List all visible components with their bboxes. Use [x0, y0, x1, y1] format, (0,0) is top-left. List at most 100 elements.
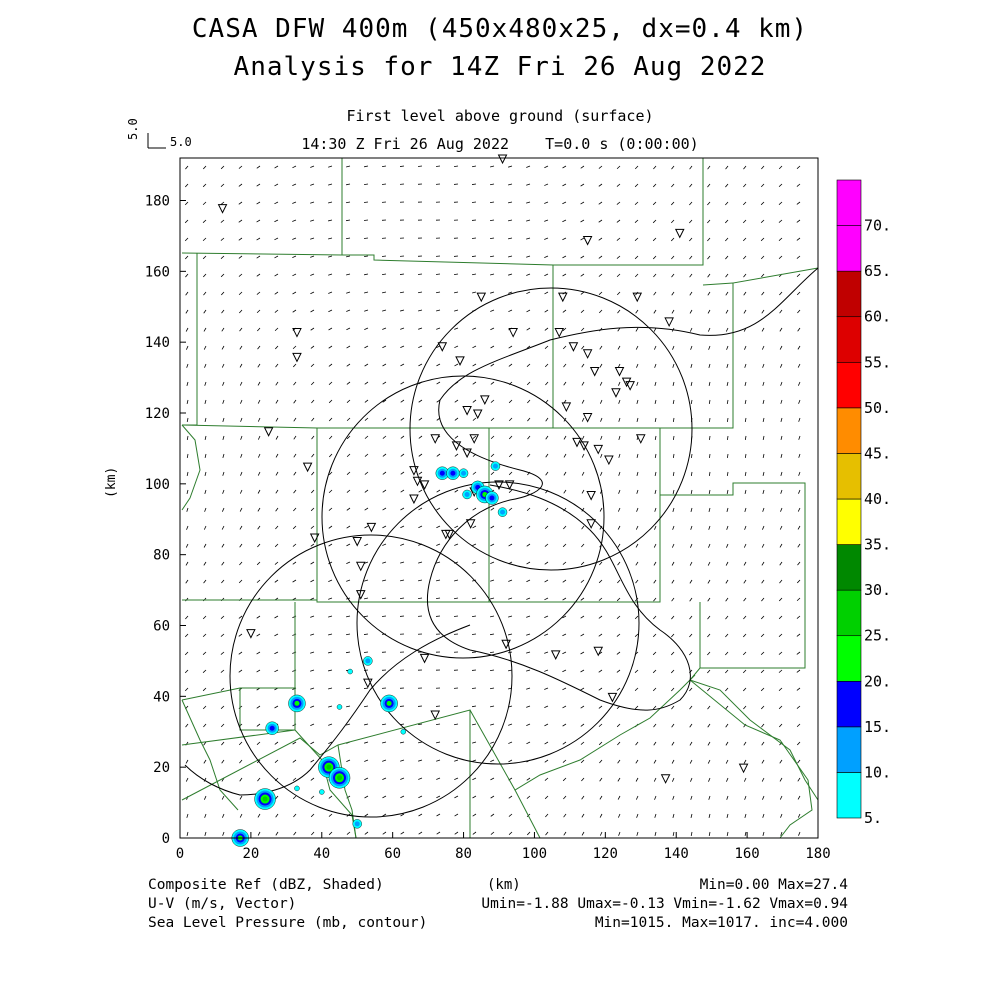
wind-vector: [545, 471, 549, 476]
wind-vector: [798, 435, 801, 440]
wind-vector: [203, 345, 207, 350]
wind-vector: [382, 399, 387, 403]
wind-vector: [239, 759, 243, 764]
wind-vector: [544, 201, 549, 204]
wind-vector: [364, 597, 369, 600]
y-tick-label: 100: [145, 477, 170, 493]
time-subtitle: 14:30 Z Fri 26 Aug 2022 T=0.0 s (0:00:00…: [301, 135, 699, 153]
wind-vector: [435, 597, 441, 600]
wind-vector: [581, 795, 585, 800]
wind-vector: [652, 651, 657, 656]
wind-vector: [275, 471, 279, 476]
wind-vector: [672, 795, 675, 800]
y-tick-label: 0: [162, 831, 170, 847]
wind-vector: [508, 435, 513, 440]
wind-vector: [454, 453, 459, 457]
wind-vector: [204, 471, 207, 476]
wind-vector: [580, 651, 585, 655]
wind-vector: [471, 273, 477, 276]
wind-vector: [275, 813, 279, 818]
wind-vector: [671, 597, 675, 602]
wind-vector: [454, 489, 459, 493]
wind-vector: [562, 759, 567, 763]
wind-vector: [526, 579, 531, 583]
wind-vector: [797, 327, 801, 332]
wind-vector: [508, 831, 513, 836]
wind-vector: [563, 795, 567, 800]
wind-vector: [238, 615, 243, 619]
wind-vector: [256, 741, 261, 745]
wind-vector: [239, 381, 243, 386]
wind-vector: [256, 309, 261, 314]
footer-pressure-label: Sea Level Pressure (mb, contour): [148, 915, 428, 931]
wind-vector: [472, 723, 477, 726]
wind-vector: [671, 543, 675, 548]
wind-vector: [797, 507, 801, 512]
wind-vector: [345, 651, 351, 654]
wind-vector: [221, 561, 225, 566]
wind-vector: [581, 471, 585, 476]
wind-vector: [562, 327, 567, 331]
wind-vector: [707, 615, 711, 620]
wind-vector: [186, 525, 189, 530]
station-marker: [409, 494, 419, 505]
wind-vector: [690, 399, 693, 405]
wind-vector: [778, 705, 783, 710]
wind-vector: [257, 435, 261, 440]
wind-vector: [311, 831, 315, 836]
wind-vector: [185, 543, 189, 548]
wind-vector: [725, 741, 729, 746]
wind-vector: [762, 435, 765, 440]
wind-vector: [472, 327, 477, 330]
wind-vector: [275, 417, 279, 422]
wind-vector: [328, 723, 333, 726]
wind-vector: [490, 723, 495, 726]
wind-vector: [725, 237, 729, 242]
wind-vector: [671, 579, 675, 584]
wind-vector: [562, 309, 567, 313]
wind-vector: [238, 741, 243, 746]
wind-vector: [653, 291, 657, 296]
wind-vector: [526, 381, 531, 386]
wind-vector: [185, 615, 189, 620]
reference-vector-icon: [147, 133, 166, 149]
wind-vector: [364, 795, 369, 799]
colorbar-swatch: [836, 179, 862, 226]
station-marker: [674, 228, 685, 239]
wind-vector: [744, 831, 747, 836]
wind-vector: [222, 507, 225, 512]
wind-vector: [544, 615, 549, 618]
footer-ref-label: Composite Ref (dBZ, Shaded): [148, 877, 384, 893]
wind-vector: [598, 615, 603, 619]
wind-vector: [797, 309, 801, 314]
wind-vector: [580, 201, 585, 205]
wind-vector: [328, 399, 333, 404]
wind-vector: [310, 291, 315, 295]
wind-vector: [222, 435, 225, 440]
station-marker: [582, 235, 593, 246]
wind-vector: [185, 723, 189, 728]
wind-vector: [364, 723, 369, 726]
wind-vector: [221, 795, 225, 800]
wind-vector: [617, 543, 621, 548]
wind-vector: [508, 219, 513, 222]
wind-vector: [185, 255, 189, 260]
wind-vector: [616, 723, 621, 728]
colorbar-swatch: [836, 680, 862, 728]
wind-vector: [257, 345, 261, 350]
wind-vector: [725, 669, 729, 674]
wind-vector: [310, 237, 315, 240]
wind-vector: [544, 579, 549, 583]
y-tick-label: 20: [153, 760, 170, 776]
wind-vector: [204, 417, 207, 422]
wind-vector: [400, 363, 405, 367]
wind-vector: [311, 489, 315, 494]
wind-vector: [617, 795, 621, 800]
wind-vector: [708, 813, 711, 818]
wind-vector: [743, 777, 747, 782]
wind-vector: [581, 345, 585, 350]
wind-vector: [654, 417, 657, 422]
wind-vector: [328, 705, 333, 708]
wind-vector: [761, 579, 765, 584]
wind-vector: [616, 669, 621, 673]
